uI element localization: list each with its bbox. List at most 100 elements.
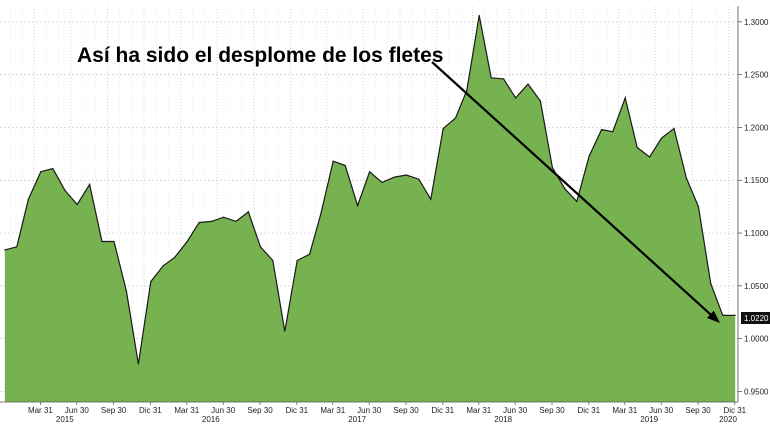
x-tick-label: Sep 30	[101, 406, 127, 415]
x-tick-label: Mar 31	[28, 406, 53, 415]
y-tick-label: 1.0000	[744, 335, 769, 344]
x-axis: Mar 31 Jun 30 Sep 30 Dic 31 Mar 31 Jun 30 Sep …	[28, 402, 747, 424]
data-point	[661, 137, 663, 139]
data-point	[576, 200, 578, 202]
last-value-badge: 1.0220	[741, 312, 770, 324]
arrow-head	[707, 310, 720, 323]
data-point	[527, 83, 529, 85]
area-series	[4, 14, 736, 402]
data-point	[418, 178, 420, 180]
data-point	[137, 363, 139, 365]
x-tick-label: Mar 31	[174, 406, 199, 415]
data-point	[259, 246, 261, 248]
data-point	[198, 221, 200, 224]
data-point	[722, 314, 724, 316]
data-point	[284, 330, 286, 332]
x-year-label: 2016	[202, 415, 220, 424]
y-axis: 0.9500 1.0000 1.0500 1.1000 1.1500 1.2000 1.25…	[0, 6, 769, 403]
y-tick-label: 1.0500	[744, 282, 769, 291]
last-value-label: 1.0220	[744, 314, 769, 323]
x-tick-label: Dic 31	[431, 406, 454, 415]
data-point	[320, 213, 322, 215]
data-point	[539, 100, 542, 102]
x-tick-label: Sep 30	[393, 406, 419, 415]
x-tick-label: Dic 31	[139, 406, 162, 415]
data-point	[588, 155, 590, 157]
data-point	[113, 240, 115, 243]
chart-annotation: Así ha sido el desplome de los fletes	[77, 44, 443, 67]
y-tick-label: 1.3000	[744, 18, 769, 27]
data-point	[515, 97, 517, 99]
data-point	[16, 246, 18, 248]
x-tick-label: Jun 30	[357, 406, 382, 415]
x-tick-label: Mar 31	[320, 406, 345, 415]
data-point	[710, 283, 712, 285]
y-tick-label: 1.1000	[744, 229, 769, 238]
data-point	[636, 146, 638, 149]
data-point	[430, 198, 432, 200]
x-tick-label: Jun 30	[649, 406, 674, 415]
data-point	[381, 181, 383, 183]
data-point	[174, 256, 176, 258]
data-point	[369, 171, 371, 173]
x-tick-label: Sep 30	[685, 406, 711, 415]
data-point	[52, 168, 54, 170]
data-point	[125, 290, 127, 292]
data-point	[235, 220, 237, 222]
data-point	[223, 216, 225, 218]
x-year-label: 2020	[719, 415, 737, 424]
data-point	[150, 281, 152, 283]
data-point	[27, 198, 29, 200]
x-tick-label: Mar 31	[612, 406, 637, 415]
data-point	[455, 117, 457, 119]
x-tick-label: Dic 31	[577, 406, 600, 415]
x-year-label: 2018	[494, 415, 512, 424]
x-tick-label: Sep 30	[247, 406, 273, 415]
x-year-label: 2017	[348, 415, 366, 424]
data-point	[332, 160, 334, 162]
y-tick-label: 1.1500	[744, 176, 769, 185]
data-point	[76, 203, 78, 206]
data-point	[442, 127, 444, 130]
data-point	[490, 77, 492, 79]
x-tick-label: Dic 31	[723, 406, 746, 415]
y-tick-label: 1.2500	[744, 71, 769, 80]
x-tick-label: Jun 30	[211, 406, 236, 415]
area-fill	[4, 15, 736, 402]
data-point	[101, 240, 103, 243]
annotation-arrow	[431, 61, 720, 323]
data-point	[211, 220, 213, 222]
data-point	[247, 211, 249, 213]
data-point	[478, 14, 480, 17]
data-point	[673, 127, 675, 130]
data-point	[551, 167, 554, 169]
data-point	[357, 205, 359, 207]
data-point	[344, 164, 346, 167]
data-point	[64, 190, 66, 192]
data-point	[405, 174, 407, 176]
data-point	[466, 89, 468, 92]
data-point	[624, 97, 626, 99]
data-point	[393, 176, 395, 178]
x-tick-label: Dic 31	[285, 406, 308, 415]
data-point	[612, 131, 614, 133]
data-point	[564, 188, 566, 190]
data-point	[40, 171, 42, 173]
data-point	[309, 253, 311, 255]
data-point	[186, 240, 188, 243]
data-point	[272, 259, 274, 262]
y-tick-label: 1.2000	[744, 123, 769, 132]
data-point	[503, 78, 505, 80]
y-tick-label: 0.9500	[744, 387, 769, 396]
x-tick-label: Mar 31	[466, 406, 491, 415]
x-year-label: 2015	[56, 415, 74, 424]
data-point	[601, 129, 603, 131]
arrow-shaft	[431, 61, 715, 319]
x-tick-label: Jun 30	[503, 406, 528, 415]
data-point	[296, 259, 298, 262]
data-point	[162, 265, 164, 267]
data-point	[685, 177, 688, 179]
last-value-box	[741, 312, 770, 324]
data-point	[649, 156, 651, 158]
